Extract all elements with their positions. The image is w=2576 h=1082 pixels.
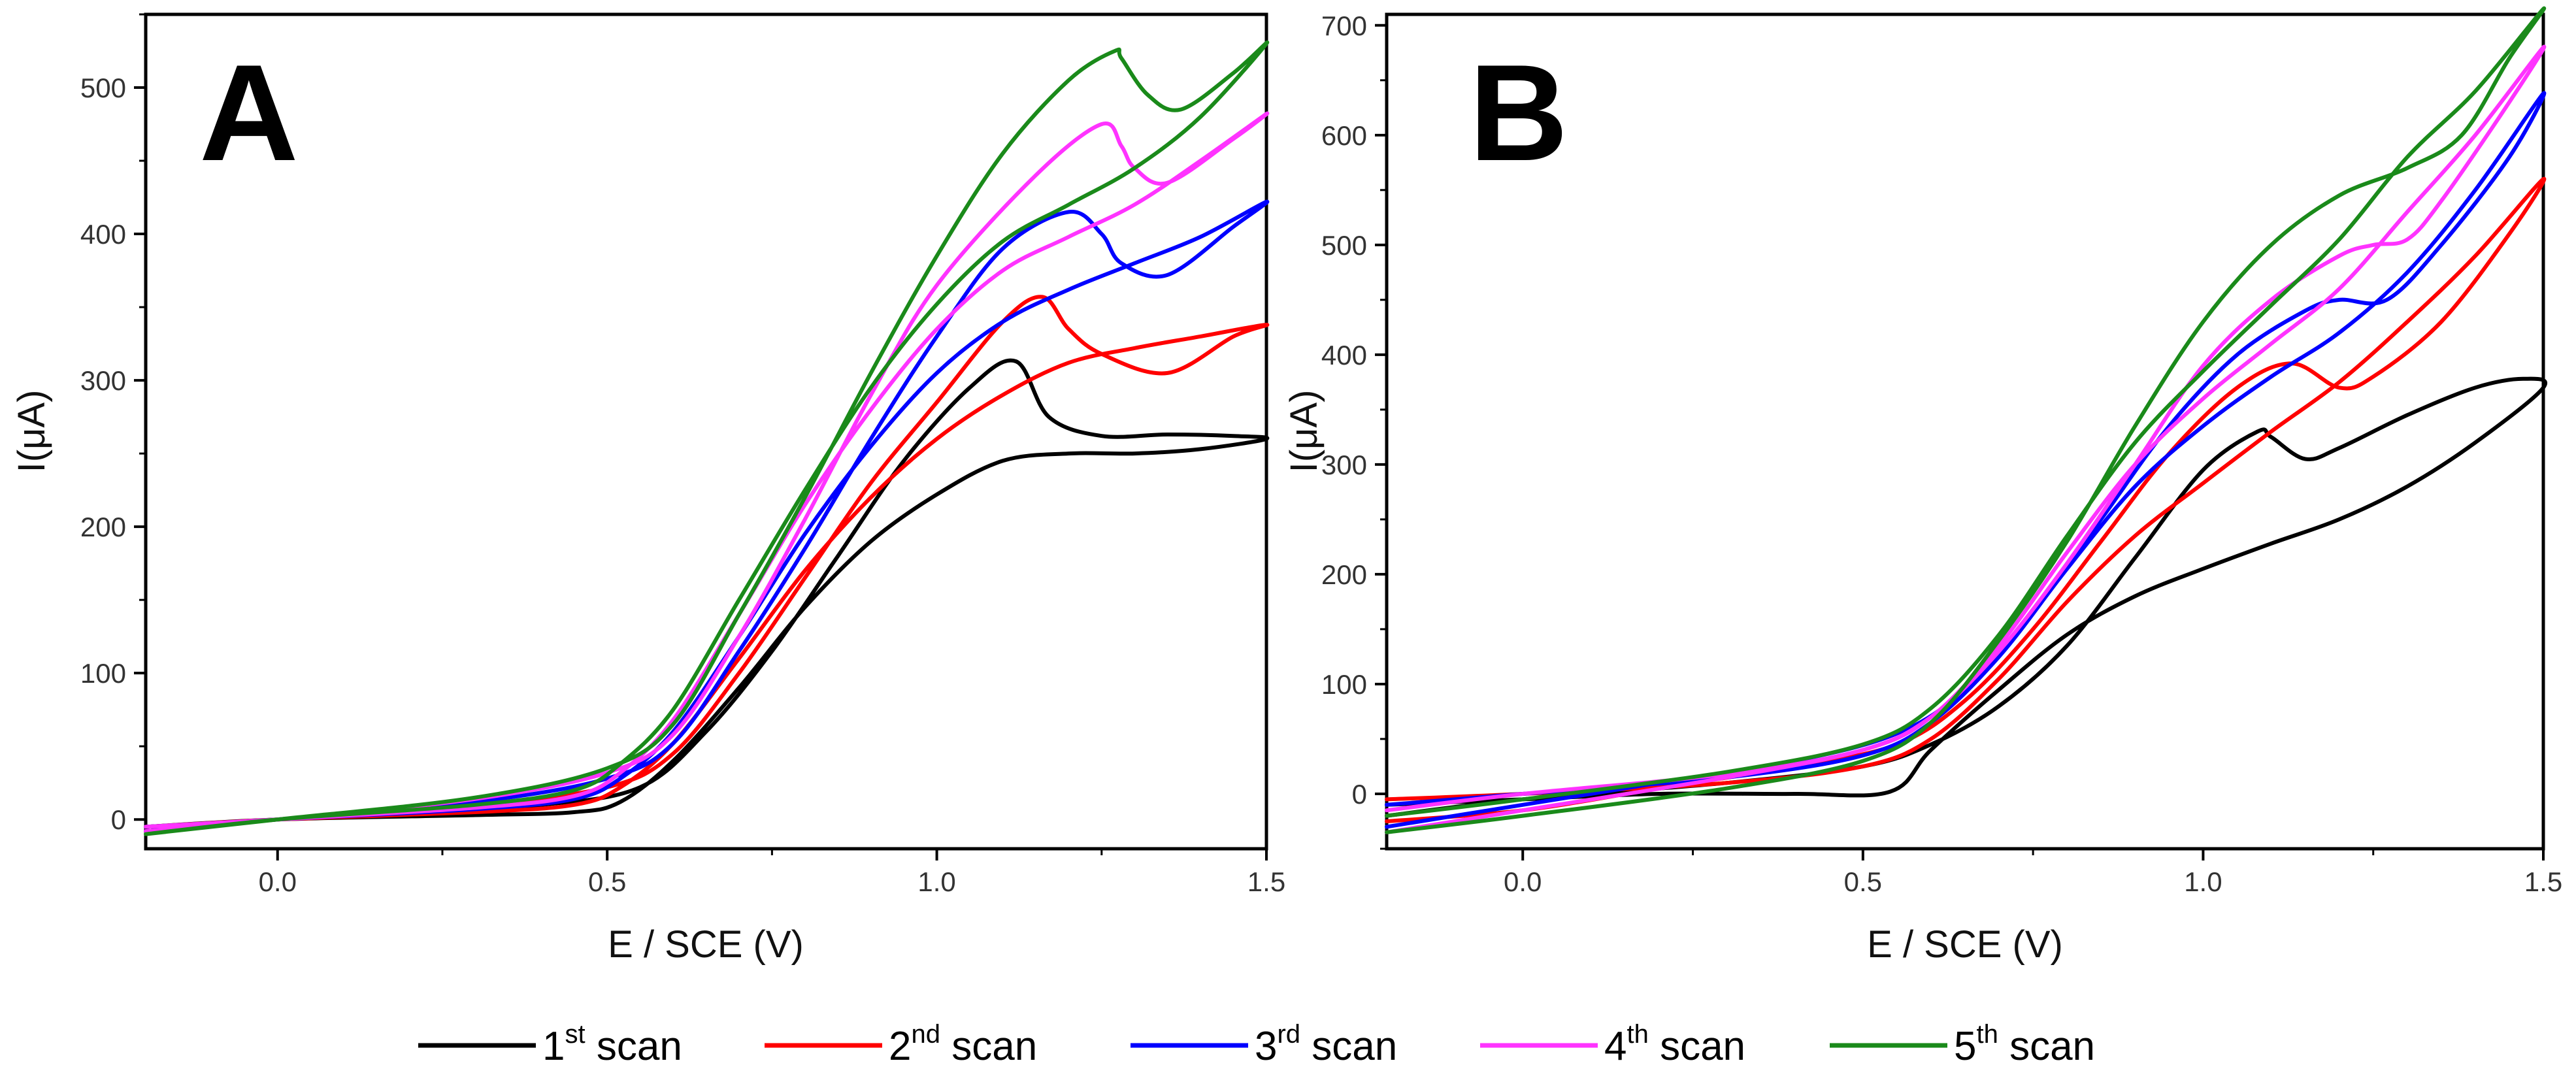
panel-a-series-1 bbox=[144, 358, 1270, 834]
panel-b-x-tick-label: 1.5 bbox=[2524, 866, 2562, 897]
panel-a-x-tick-label: 0.5 bbox=[588, 866, 626, 897]
legend-label-1: 1st scan bbox=[542, 1020, 682, 1069]
panel-a-y-tick-label: 500 bbox=[80, 73, 126, 103]
panel-a-y-tick-label: 200 bbox=[80, 512, 126, 542]
panel-b-y-tick-label: 500 bbox=[1321, 230, 1367, 261]
panel-b-curves bbox=[1385, 6, 2547, 834]
panel-a-x-axis-label: E / SCE (V) bbox=[608, 923, 804, 966]
panel-a-x-tick-label: 1.0 bbox=[917, 866, 955, 897]
panel-b-y-tick-label: 400 bbox=[1321, 340, 1367, 370]
panel-b-letter: B bbox=[1469, 36, 1568, 189]
panel-a-y-tick-label: 0 bbox=[111, 804, 126, 835]
panel-a-y-axis-label: I(μA) bbox=[10, 390, 53, 473]
panel-a: A 0.0 0.5 1.0 1.5 0 100 200 300 400 500 E / SCE … bbox=[10, 12, 1285, 966]
panel-b-y-tick-label: 600 bbox=[1321, 120, 1367, 151]
panel-b-series-5 bbox=[1385, 6, 2547, 834]
panel-b-y-axis-label: I(μA) bbox=[1283, 390, 1325, 473]
panel-b-frame bbox=[1385, 12, 2545, 851]
panel-a-y-tick-label: 100 bbox=[80, 658, 126, 689]
panel-a-x-ticks: 0.0 0.5 1.0 1.5 bbox=[259, 849, 1285, 897]
panel-b-x-ticks: 0.0 0.5 1.0 1.5 bbox=[1504, 849, 2562, 897]
legend-label-5: 5th scan bbox=[1954, 1020, 2095, 1069]
panel-b-x-tick-label: 1.0 bbox=[2184, 866, 2222, 897]
panel-a-y-ticks: 0 100 200 300 400 500 bbox=[80, 13, 146, 835]
panel-b-y-tick-label: 0 bbox=[1352, 779, 1367, 810]
panel-a-y-tick-label: 400 bbox=[80, 219, 126, 250]
panel-a-x-tick-label: 0.0 bbox=[259, 866, 297, 897]
panel-b-series-4 bbox=[1385, 44, 2547, 834]
panel-a-y-tick-label: 300 bbox=[80, 365, 126, 396]
panel-b-y-tick-label: 700 bbox=[1321, 10, 1367, 41]
panel-a-series-5 bbox=[144, 40, 1270, 836]
panel-b-y-tick-label: 200 bbox=[1321, 559, 1367, 590]
panel-b-y-tick-label: 100 bbox=[1321, 669, 1367, 700]
legend-label-2: 2nd scan bbox=[889, 1020, 1037, 1069]
panel-b-series-1 bbox=[1385, 376, 2547, 818]
panel-a-frame bbox=[144, 12, 1268, 851]
legend-label-3: 3rd scan bbox=[1255, 1020, 1397, 1069]
panel-b-x-tick-label: 0.5 bbox=[1844, 866, 1882, 897]
panel-b-y-tick-label: 300 bbox=[1321, 450, 1367, 480]
panel-b: B 0.0 0.5 1.0 1.5 0 100 200 300 400 500 600 700 E … bbox=[1283, 6, 2562, 966]
panel-b-series-2 bbox=[1385, 176, 2547, 823]
panel-b-y-ticks: 0 100 200 300 400 500 600 700 bbox=[1321, 10, 1387, 850]
panel-a-letter: A bbox=[199, 36, 299, 189]
panel-b-x-axis-label: E / SCE (V) bbox=[1867, 923, 2063, 966]
panel-a-curves bbox=[144, 40, 1270, 836]
panel-a-x-tick-label: 1.5 bbox=[1247, 866, 1285, 897]
panel-a-series-3 bbox=[144, 199, 1270, 834]
panel-b-x-tick-label: 0.0 bbox=[1504, 866, 1542, 897]
panel-a-series-2 bbox=[144, 295, 1270, 834]
legend-label-4: 4th scan bbox=[1604, 1020, 1745, 1069]
legend: 1st scan 2nd scan 3rd scan 4th scan 5th scan bbox=[418, 1020, 2095, 1069]
